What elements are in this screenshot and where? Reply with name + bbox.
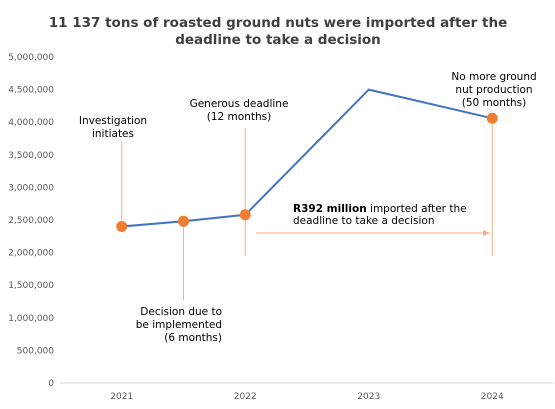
annotation-investigation-line-1: Investigation [79, 115, 147, 127]
data-point-marker [239, 209, 251, 221]
y-tick-label: 5,000,000 [8, 53, 54, 63]
annotation-generous-deadline-line-1: Generous deadline [190, 98, 289, 110]
y-tick-label: 3,000,000 [8, 183, 54, 193]
y-tick-label: 4,000,000 [8, 118, 54, 128]
chart-title-line-1: 11 137 tons of roasted ground nuts were … [49, 15, 508, 31]
x-tick-label: 2021 [110, 392, 133, 402]
x-tick-label: 2024 [481, 392, 504, 402]
annotation-no-more-production: No more ground nut production (50 months… [451, 71, 536, 109]
x-tick-label: 2023 [357, 392, 380, 402]
y-axis-tick-labels: 0 500,000 1,000,000 1,500,000 2,000,000 2,500… [8, 53, 54, 389]
chart-title-line-2: deadline to take a decision [175, 32, 381, 48]
annotation-decision-due-line-3: (6 months) [164, 332, 222, 344]
series-markers [116, 112, 498, 233]
annotation-generous-deadline: Generous deadline (12 months) [190, 98, 289, 123]
annotation-imported-line-2: deadline to take a decision [293, 215, 435, 227]
annotation-lines [121, 124, 493, 300]
y-tick-label: 500,000 [17, 346, 54, 356]
annotation-no-more-line-3: (50 months) [462, 97, 526, 109]
y-tick-label: 2,000,000 [8, 249, 54, 259]
annotation-imported-line-1: R392 million imported after the [293, 203, 467, 215]
annotation-imported-amount: R392 million [293, 203, 367, 215]
data-point-marker [178, 215, 189, 227]
annotation-decision-due: Decision due to be implemented (6 months… [136, 306, 222, 344]
data-point-marker [486, 112, 498, 124]
annotation-decision-due-line-2: be implemented [136, 319, 222, 331]
annotation-imported: R392 million imported after the deadline… [293, 203, 467, 227]
y-tick-label: 3,500,000 [8, 151, 54, 161]
annotation-investigation: Investigation initiates [79, 115, 147, 140]
annotation-no-more-line-2: nut production [455, 84, 532, 96]
y-tick-label: 4,500,000 [8, 86, 54, 96]
annotation-no-more-line-1: No more ground [451, 71, 536, 83]
y-tick-label: 1,000,000 [8, 314, 54, 324]
annotation-decision-due-line-1: Decision due to [140, 306, 222, 318]
y-tick-label: 1,500,000 [8, 281, 54, 291]
annotation-imported-text: imported after the [367, 203, 467, 215]
y-tick-label: 2,500,000 [8, 216, 54, 226]
data-point-marker [116, 221, 128, 233]
x-axis-tick-labels: 2021 2022 2023 2024 [110, 392, 504, 402]
x-tick-label: 2022 [234, 392, 257, 402]
annotation-generous-deadline-line-2: (12 months) [207, 111, 271, 123]
y-tick-label: 0 [48, 379, 54, 389]
annotation-arrow-head [483, 230, 490, 236]
chart-title: 11 137 tons of roasted ground nuts were … [49, 15, 508, 48]
annotation-investigation-line-2: initiates [92, 128, 134, 140]
